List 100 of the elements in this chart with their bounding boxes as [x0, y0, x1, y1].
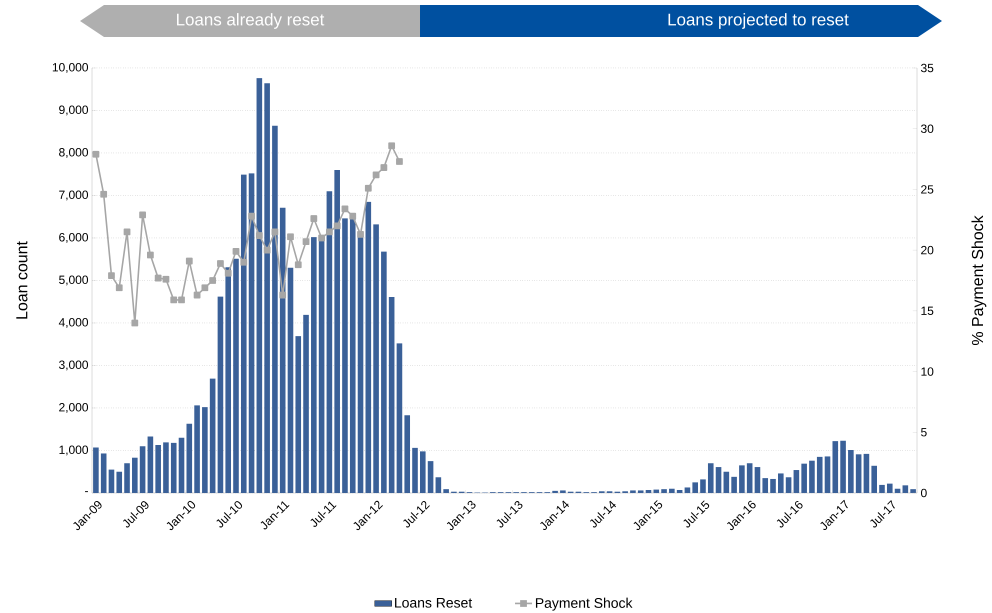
- legend-label: Payment Shock: [536, 598, 633, 611]
- point: [232, 248, 240, 255]
- bar: [840, 440, 846, 493]
- bar: [225, 267, 232, 493]
- legend-label: Loans Reset: [395, 598, 472, 608]
- point: [154, 274, 162, 282]
- bar: [661, 489, 667, 493]
- y-tick-label: 10,000: [52, 63, 88, 73]
- y-tick-label: 3,000: [59, 360, 88, 370]
- bar: [373, 224, 379, 493]
- bar: [326, 191, 332, 493]
- point: [388, 142, 396, 150]
- bar: [93, 448, 99, 493]
- point: [92, 150, 100, 158]
- bar: [630, 490, 636, 493]
- bar: [240, 174, 247, 493]
- point: [139, 212, 146, 218]
- y2-tick-label: 35: [920, 64, 934, 72]
- bar: [288, 268, 294, 493]
- bar: [420, 451, 426, 493]
- y-tick-label: 9,000: [59, 106, 88, 116]
- bar: [638, 490, 644, 493]
- y-tick-label: -: [85, 491, 88, 492]
- point: [186, 258, 193, 264]
- bar: [303, 314, 309, 493]
- y-tick-label: 4,000: [58, 318, 88, 328]
- bar: [560, 490, 566, 493]
- point: [108, 272, 115, 280]
- bar: [295, 336, 302, 493]
- bar: [832, 441, 838, 493]
- point: [201, 284, 208, 292]
- point: [178, 296, 185, 304]
- point: [302, 238, 310, 246]
- bar: [170, 442, 177, 493]
- bar: [202, 407, 208, 493]
- point: [248, 212, 255, 220]
- point: [326, 228, 333, 236]
- bar: [148, 436, 154, 493]
- bar: [381, 252, 387, 493]
- bar: [155, 444, 161, 493]
- y-tick-label: 6,000: [59, 233, 88, 243]
- bar: [436, 477, 442, 493]
- bar: [778, 473, 784, 493]
- y2-tick-label: 15: [921, 306, 934, 316]
- point: [100, 190, 108, 198]
- y2-tick-label: 5: [921, 428, 927, 436]
- point: [124, 228, 130, 236]
- bar: [396, 343, 402, 493]
- bar: [443, 489, 449, 493]
- bar: [178, 438, 184, 493]
- point: [279, 292, 286, 298]
- bar: [754, 467, 760, 493]
- bar: [186, 424, 192, 493]
- point: [162, 276, 170, 283]
- bar: [210, 378, 216, 493]
- y2-tick-label: 25: [921, 185, 934, 194]
- bar: [388, 297, 394, 493]
- bar: [334, 170, 340, 493]
- y2-tick-label: 0: [921, 488, 927, 498]
- bar: [809, 460, 815, 493]
- bar: [770, 478, 776, 493]
- bar: [358, 236, 364, 493]
- bar: [894, 488, 900, 493]
- bar: [692, 482, 698, 493]
- point: [372, 171, 380, 178]
- point: [240, 258, 248, 266]
- point: [380, 164, 388, 171]
- y-tick-label: 2,000: [59, 403, 88, 413]
- bar: [724, 472, 730, 493]
- bar: [762, 478, 768, 493]
- point: [349, 212, 356, 220]
- point: [194, 292, 200, 298]
- bar: [864, 454, 870, 493]
- bar: [669, 488, 675, 493]
- bar: [786, 477, 792, 493]
- point: [131, 320, 138, 326]
- bar: [716, 467, 722, 493]
- bar: [256, 78, 262, 493]
- point: [334, 222, 341, 230]
- bar: [848, 450, 854, 493]
- bar: [412, 448, 418, 493]
- point: [170, 296, 178, 304]
- bar: [708, 463, 714, 493]
- point: [146, 252, 154, 258]
- point: [364, 184, 372, 192]
- point: [396, 158, 403, 165]
- bar: [700, 479, 706, 493]
- bar: [218, 296, 224, 493]
- bar: [801, 464, 807, 493]
- bar: [871, 466, 878, 493]
- y-tick-label: 1,000: [59, 446, 88, 456]
- text: Loans projected to reset: [668, 13, 849, 29]
- bar: [856, 454, 862, 493]
- y2-tick-label: 10: [921, 367, 934, 376]
- bar: [824, 456, 830, 493]
- bar: [428, 461, 434, 493]
- bar: [194, 405, 200, 493]
- bar: [684, 487, 690, 493]
- y-tick-label: 7,000: [59, 190, 88, 200]
- bar: [108, 470, 114, 493]
